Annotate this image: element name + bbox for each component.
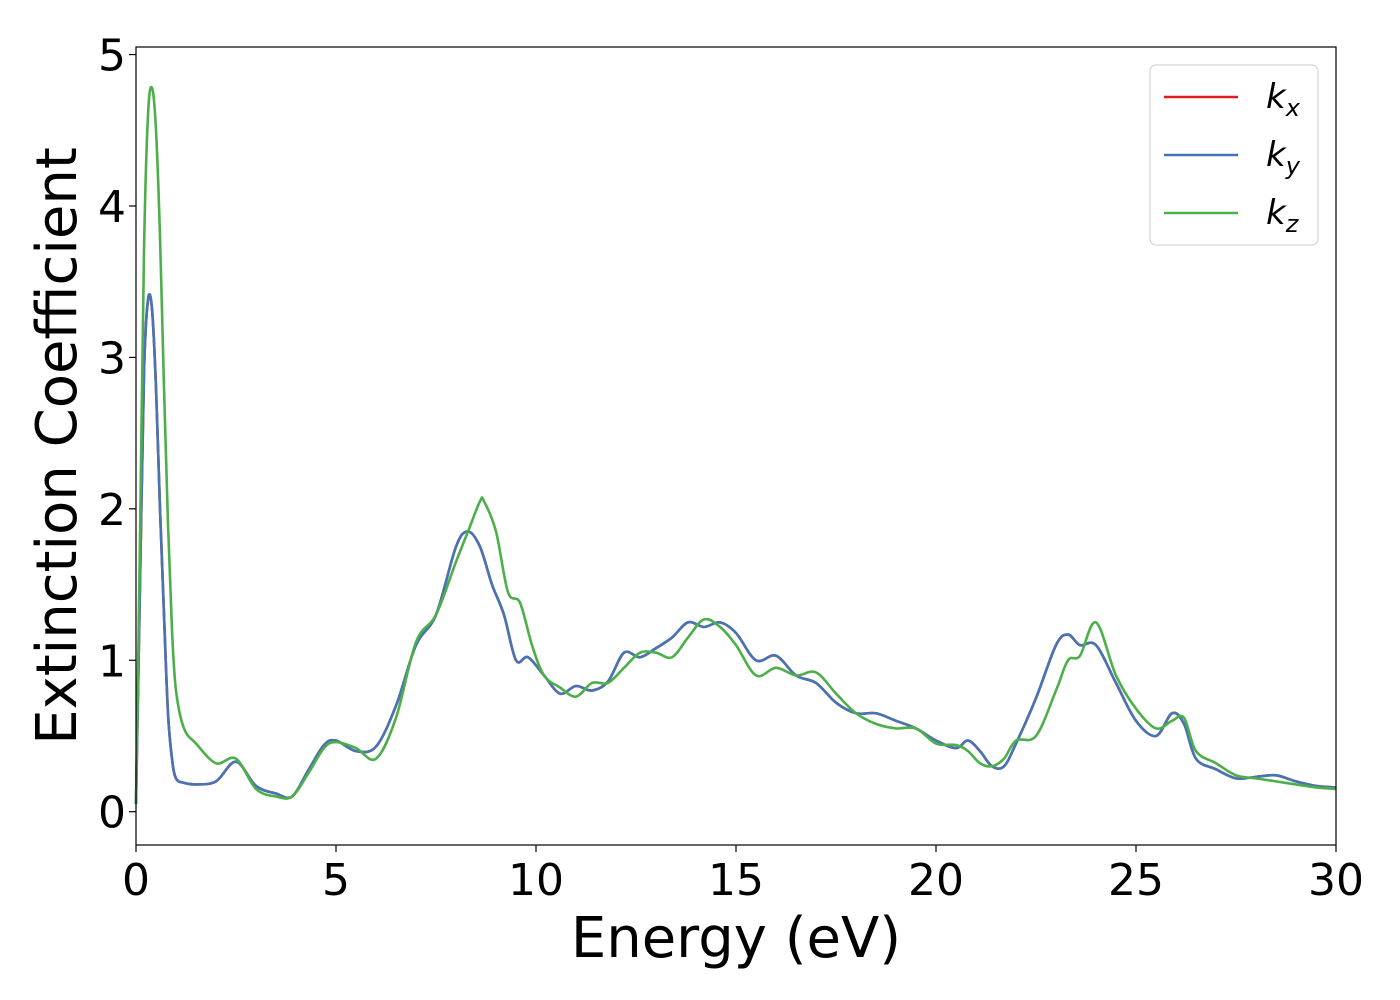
legend-item-x: kx: [1164, 77, 1301, 122]
y-tick-label: 3: [98, 333, 126, 384]
plot-area-background: [136, 47, 1336, 845]
x-tick-label: 25: [1108, 855, 1164, 906]
legend-label-subscript: z: [1285, 210, 1300, 238]
series-line-z: [134, 85, 1337, 805]
x-tick-label: 20: [908, 855, 964, 906]
y-tick-label: 2: [98, 485, 126, 536]
legend-label-z: kz: [1266, 193, 1300, 238]
legend-label-base: k: [1266, 77, 1287, 117]
x-axis-ticks: 0 5 10 15 20 25 30: [122, 845, 1364, 906]
legend-label-subscript: y: [1285, 152, 1301, 180]
legend-label-x: kx: [1266, 77, 1301, 122]
x-axis-title: Energy (eV): [571, 906, 901, 971]
y-tick-label: 0: [98, 788, 126, 839]
legend-item-z: kz: [1164, 193, 1300, 238]
legend-label-y: ky: [1266, 135, 1301, 180]
y-axis-title: Extinction Coefficient: [25, 147, 90, 745]
legend-item-y: ky: [1164, 135, 1301, 180]
y-tick-label: 4: [98, 182, 126, 233]
x-tick-label: 10: [508, 855, 564, 906]
x-tick-label: 0: [122, 855, 150, 906]
legend-label-base: k: [1266, 135, 1287, 175]
x-tick-label: 15: [708, 855, 764, 906]
series-layer: [134, 85, 1337, 805]
x-tick-label: 30: [1308, 855, 1364, 906]
legend-label-subscript: x: [1285, 94, 1301, 122]
y-tick-label: 1: [98, 636, 126, 687]
y-axis-ticks: 0 1 2 3 4 5: [98, 31, 136, 839]
legend-label-base: k: [1266, 193, 1287, 233]
x-tick-label: 5: [322, 855, 350, 906]
y-tick-label: 5: [98, 31, 126, 82]
